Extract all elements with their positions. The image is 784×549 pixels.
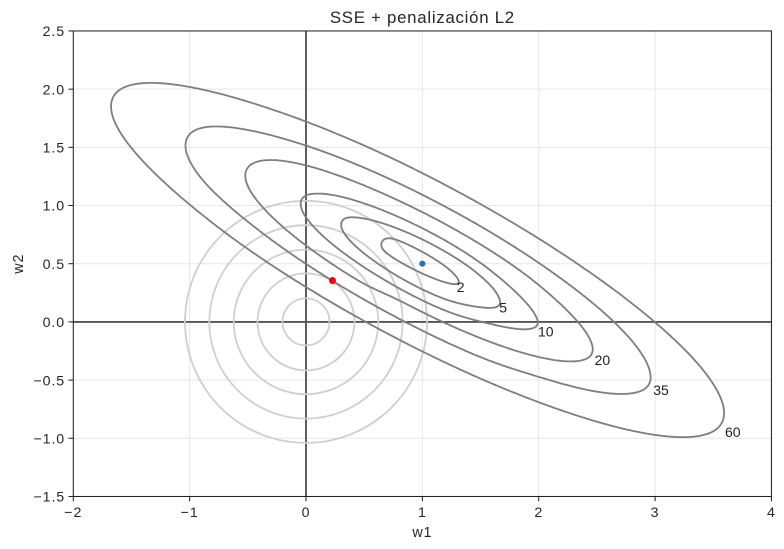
svg-text:10: 10 <box>538 323 554 339</box>
svg-text:4: 4 <box>767 505 776 521</box>
svg-text:2.0: 2.0 <box>43 82 65 98</box>
svg-text:0: 0 <box>302 505 311 521</box>
svg-text:1.0: 1.0 <box>43 199 65 215</box>
svg-text:0.0: 0.0 <box>43 315 65 331</box>
svg-text:−0.5: −0.5 <box>33 373 65 389</box>
svg-text:2.5: 2.5 <box>43 24 65 40</box>
svg-text:−1: −1 <box>181 505 199 521</box>
svg-text:5: 5 <box>499 300 507 316</box>
svg-text:−1.0: −1.0 <box>33 431 65 447</box>
svg-text:w2: w2 <box>11 254 27 275</box>
svg-text:0.5: 0.5 <box>43 257 65 273</box>
svg-text:2: 2 <box>457 279 465 295</box>
svg-text:SSE + penalización L2: SSE + penalización L2 <box>330 8 515 27</box>
svg-text:−1.5: −1.5 <box>33 490 65 506</box>
svg-text:20: 20 <box>595 352 611 368</box>
svg-text:−2: −2 <box>64 505 82 521</box>
svg-text:35: 35 <box>653 382 669 398</box>
svg-text:2: 2 <box>534 505 543 521</box>
svg-text:60: 60 <box>725 424 741 440</box>
svg-text:1: 1 <box>418 505 427 521</box>
svg-text:w1: w1 <box>411 525 432 541</box>
svg-text:1.5: 1.5 <box>43 141 65 157</box>
svg-text:3: 3 <box>651 505 660 521</box>
